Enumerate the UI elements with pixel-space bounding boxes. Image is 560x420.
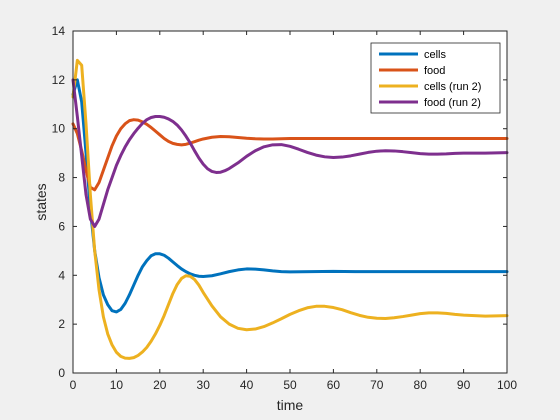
legend-label-1: cells bbox=[424, 49, 447, 61]
x-tick-label: 90 bbox=[457, 378, 471, 392]
x-tick-label: 40 bbox=[240, 378, 254, 392]
x-tick-label: 60 bbox=[327, 378, 341, 392]
x-tick-label: 0 bbox=[70, 378, 77, 392]
x-tick-label: 80 bbox=[414, 378, 428, 392]
x-tick-label: 20 bbox=[153, 378, 167, 392]
y-tick-label: 8 bbox=[58, 171, 65, 185]
x-tick-label: 100 bbox=[497, 378, 517, 392]
series-line-1 bbox=[71, 78, 509, 314]
x-tick-label: 30 bbox=[197, 378, 211, 392]
y-tick-label: 14 bbox=[52, 24, 66, 38]
x-tick-label: 50 bbox=[283, 378, 297, 392]
axes-layer: 0 10 20 30 40 50 60 70 80 90 100 0 2 4 6 8 10 12 14 bbox=[52, 24, 518, 392]
x-tick-label: 70 bbox=[370, 378, 384, 392]
y-tick-label: 4 bbox=[58, 268, 65, 282]
series-line-4 bbox=[71, 78, 509, 228]
series-line-3 bbox=[71, 58, 509, 360]
legend-label-3: cells (run 2) bbox=[424, 81, 481, 93]
y-tick-label: 10 bbox=[52, 122, 66, 136]
legend-label-2: food bbox=[424, 65, 445, 77]
legend: cells food cells (run 2) food (run 2) bbox=[370, 42, 501, 114]
legend-label-4: food (run 2) bbox=[424, 97, 481, 109]
y-tick-label: 0 bbox=[58, 366, 65, 380]
x-tick-label: 10 bbox=[110, 378, 124, 392]
y-axis-title: states bbox=[33, 183, 49, 220]
y-tick-label: 12 bbox=[52, 73, 66, 87]
x-axis-title: time bbox=[277, 397, 304, 413]
series-line-2 bbox=[71, 118, 509, 192]
y-tick-label: 2 bbox=[58, 317, 65, 331]
y-tick-label: 6 bbox=[58, 219, 65, 233]
series-layer bbox=[71, 58, 509, 360]
